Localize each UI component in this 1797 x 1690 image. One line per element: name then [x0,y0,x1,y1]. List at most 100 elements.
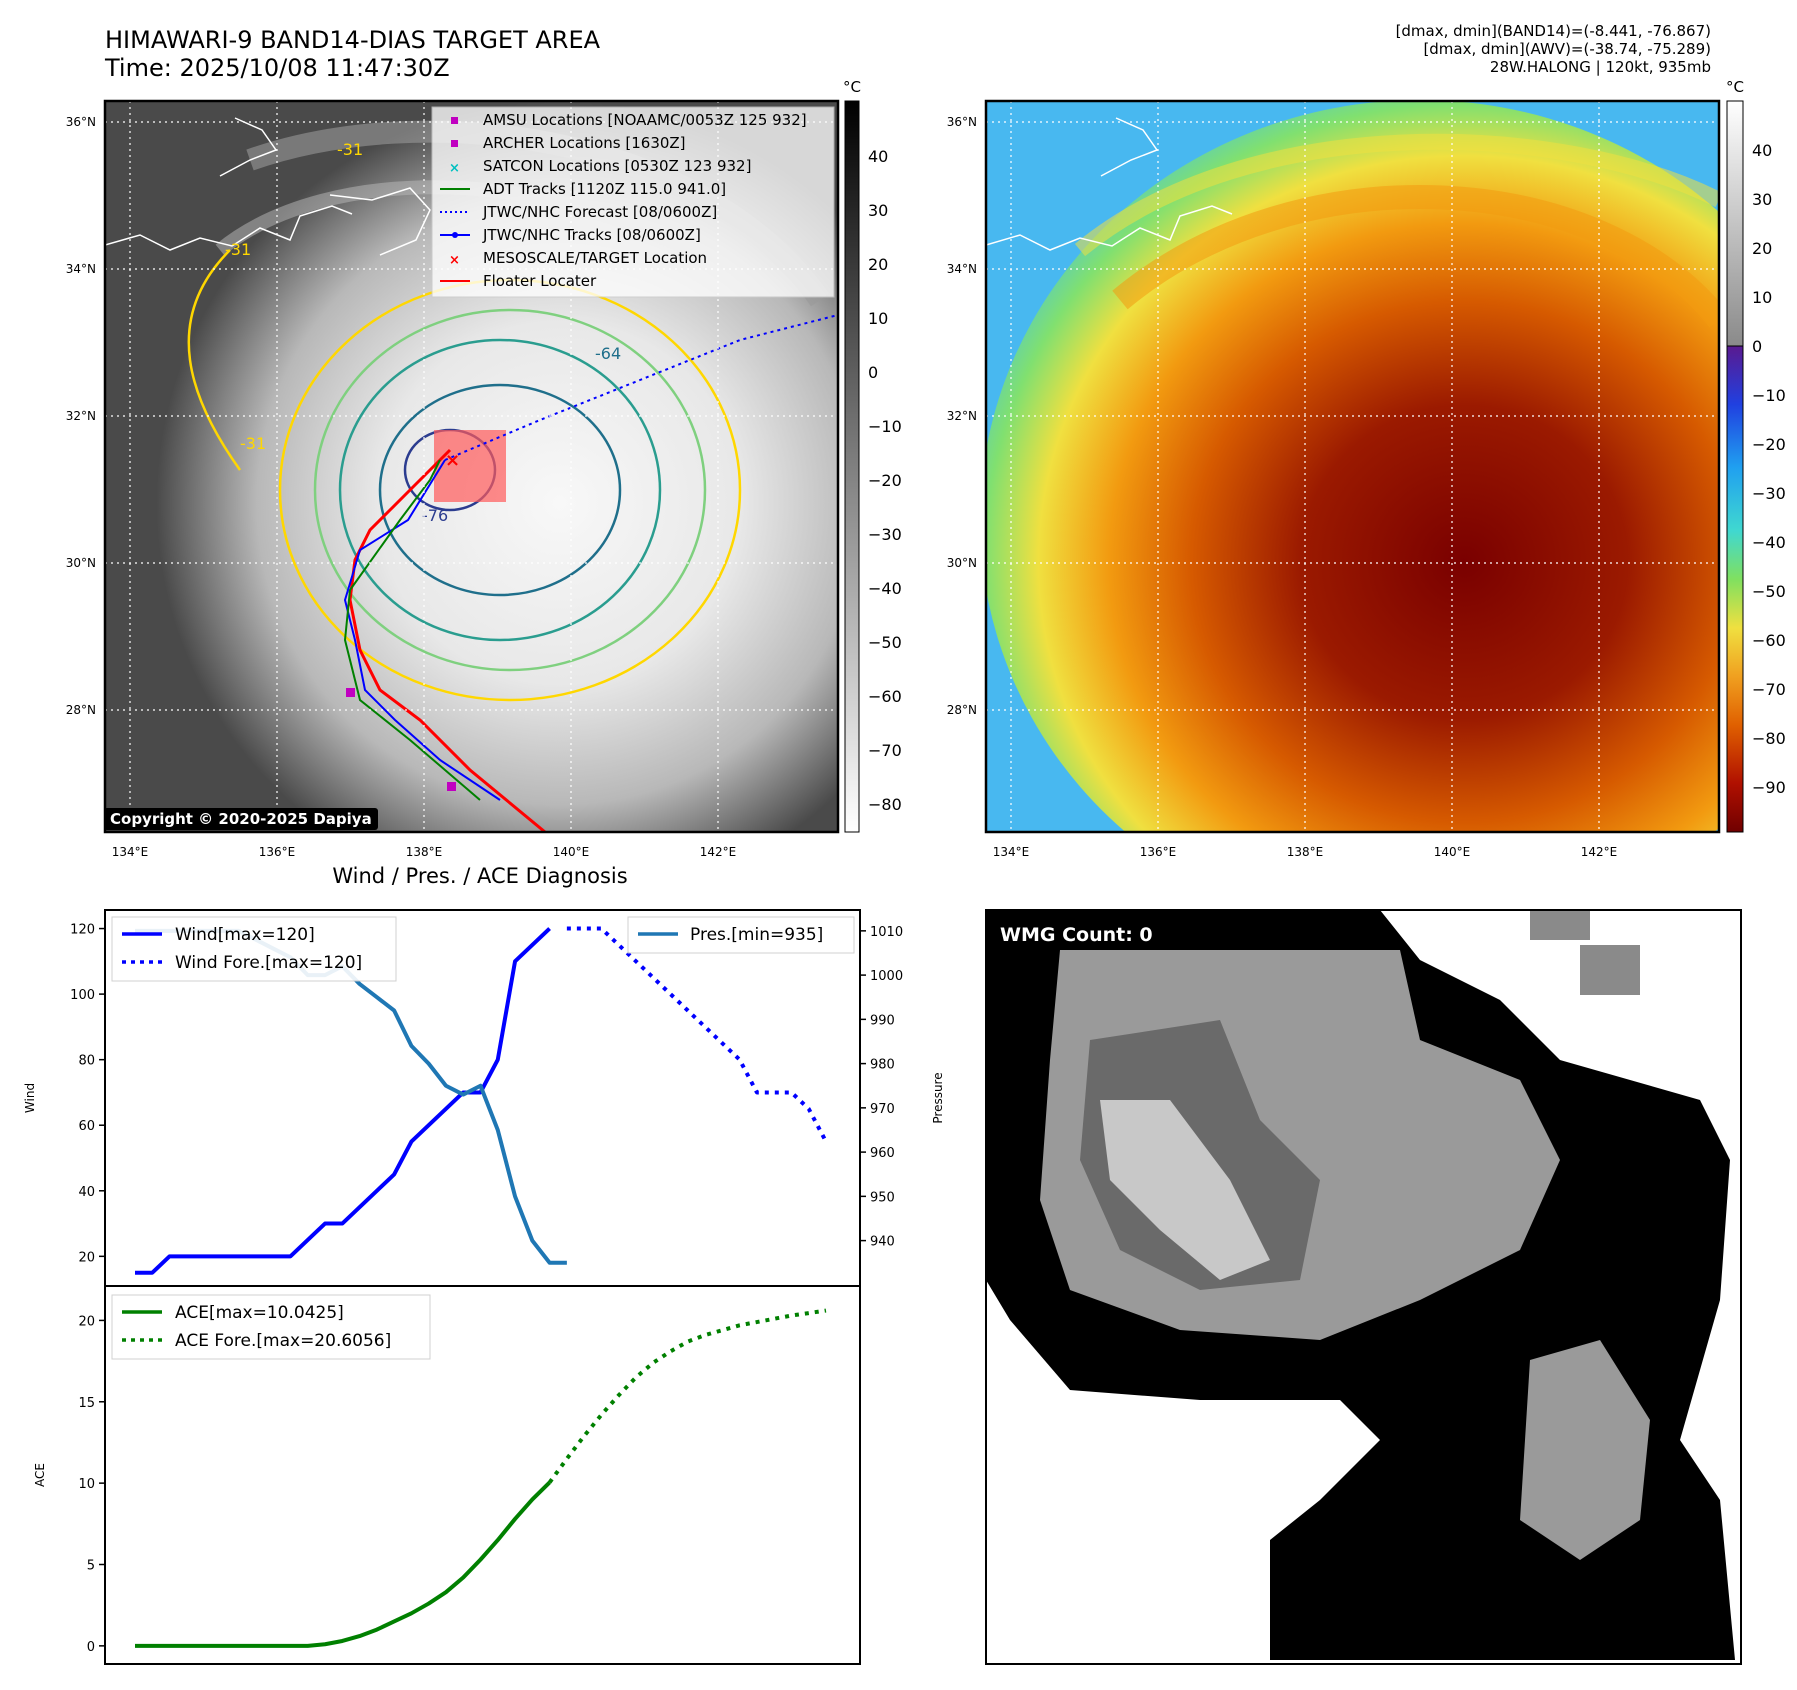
ir-colorbar-tick: 40 [868,147,888,166]
storm-info: [dmax, dmin](BAND14)=(-8.441, -76.867) [… [1396,22,1711,76]
contour-label: -31 [225,240,251,259]
legend-marker-archer [451,140,458,147]
pressure-tick-label: 1000 [870,969,903,984]
lat-label: 30°N [66,556,96,570]
wind-legend-box [111,916,397,982]
awv-colorbar-bottom [1726,345,1744,833]
copyright-badge: Copyright © 2020-2025 Dapiya [104,808,378,830]
lon-label: 134°E [993,845,1030,859]
ir-legend: AMSU Locations [NOAAMC/0053Z 125 932] AR… [431,106,835,298]
wmg-light-gray-region [1100,1100,1270,1280]
awv-colorbar-tick: −20 [1752,435,1786,454]
coastline [329,187,431,256]
info-line-3: 28W.HALONG | 120kt, 935mb [1489,58,1711,76]
ir-colorbar-tick: −70 [868,741,902,760]
awv-colorbar-tick: −70 [1752,680,1786,699]
lon-label: 138°E [406,845,443,859]
pressure-tick-label: 960 [870,1146,895,1161]
legend-label-forecast: JTWC/NHC Forecast [08/0600Z] [482,203,717,221]
legend-marker-amsu [451,117,458,124]
legend-label-ace-forecast: ACE Fore.[max=20.6056] [175,1331,391,1351]
legend-marker-tracks-dot [452,232,458,238]
legend-label-wind: Wind[max=120] [175,925,315,945]
ace-tick-label: 5 [87,1559,95,1574]
lat-label: 34°N [66,262,96,276]
wind-tick-label: 40 [78,1185,95,1200]
ir-colorbar-tick: −30 [868,525,902,544]
legend-label-wind-forecast: Wind Fore.[max=120] [175,953,362,973]
info-line-2: [dmax, dmin](AWV)=(-38.74, -75.289) [1423,40,1711,58]
contour-dark-teal [378,383,622,597]
coastline [986,205,1233,251]
contour-teal [338,338,662,642]
ir-colorbar-unit: °C [843,78,861,96]
awv-storm-field [986,101,1719,832]
ir-colorbar [844,100,860,833]
awv-colorbar-tick: 30 [1752,190,1772,209]
lat-label: 32°N [66,409,96,423]
adt-track [343,459,481,801]
lat-label: 28°N [947,703,977,717]
pressure-tick-label: 970 [870,1102,895,1117]
wind-tick-label: 20 [78,1250,95,1265]
lon-label: 142°E [700,845,737,859]
ace-legend-box [111,1294,431,1360]
title-line-1: HIMAWARI-9 BAND14-DIAS TARGET AREA [105,26,601,54]
pressure-tick-label: 940 [870,1235,895,1250]
pressure-tick-label: 1010 [870,925,903,940]
contour-label: -76 [422,506,448,525]
awv-cloud-band [1112,185,1719,328]
ir-colorbar-tick: −20 [868,471,902,490]
ir-colorbar-tick: −40 [868,579,902,598]
legend-label-satcon: SATCON Locations [0530Z 123 932] [483,157,751,175]
awv-cloud-band [1074,133,1719,257]
awv-colorbar-tick: −60 [1752,631,1786,650]
lon-label: 136°E [259,845,296,859]
legend-label-archer: ARCHER Locations [1630Z] [483,134,686,152]
archer-marker [447,782,456,791]
awv-colorbar-tick: −10 [1752,386,1786,405]
pressure-tick-label: 950 [870,1190,895,1205]
contour-yellow-arc [187,249,242,471]
ace-axis-label: ACE [33,1463,47,1487]
legend-label-floater: Floater Locater [483,272,597,290]
lon-label: 134°E [112,845,149,859]
diagnosis-title: Wind / Pres. / ACE Diagnosis [332,864,628,888]
figure-title: HIMAWARI-9 BAND14-DIAS TARGET AREA Time:… [105,26,600,82]
wind-tick-label: 80 [78,1054,95,1069]
awv-colorbar-tick: −30 [1752,484,1786,503]
wind-axis-label: Wind [23,1083,37,1113]
lat-label: 36°N [947,115,977,129]
lat-label: 34°N [947,262,977,276]
title-line-2: Time: 2025/10/08 11:47:30Z [105,54,450,82]
lat-label: 30°N [947,556,977,570]
pressure-tick-label: 980 [870,1058,895,1073]
wmg-panel [985,909,1742,1665]
legend-label-target: MESOSCALE/TARGET Location [483,249,707,267]
contour-label: -31 [337,140,363,159]
ir-colorbar-tick: 0 [868,363,878,382]
pressure-tick-label: 990 [870,1013,895,1028]
ir-colorbar-tick: 20 [868,255,888,274]
awv-colorbar-tick: −40 [1752,533,1786,552]
contour-label: -64 [595,344,621,363]
wind-tick-label: 60 [78,1119,95,1134]
amsu-marker [346,688,355,697]
wind-tick-label: 120 [70,923,95,938]
ir-colorbar-tick: −80 [868,795,902,814]
awv-colorbar-tick: −90 [1752,778,1786,797]
lon-label: 142°E [1581,845,1618,859]
pressure-y-ticks: 940 950 960 970 980 990 1000 1010 [860,925,903,1250]
awv-map-frame [984,99,1721,834]
awv-colorbar-tick: −80 [1752,729,1786,748]
coastline [219,117,278,177]
ace-tick-label: 0 [87,1640,95,1655]
awv-colorbar-tick: 10 [1752,288,1772,307]
ir-colorbar-tick: 10 [868,309,888,328]
target-box [434,430,506,502]
jtwc-forecast-track [444,314,838,461]
lat-label: 36°N [66,115,96,129]
awv-map-panel: 36°N 34°N 32°N 30°N 28°N 134°E 136°E 138… [947,78,1786,859]
ir-map-frame [103,99,840,834]
